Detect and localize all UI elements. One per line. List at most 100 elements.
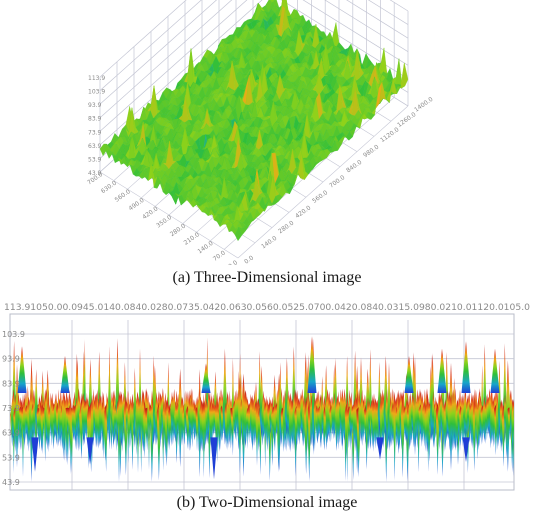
surface-spike	[360, 389, 364, 447]
y-tick-label: 420.0	[294, 204, 312, 220]
surface-plot-2d: 113.91050.00.0945.0140.0840.0280.0735.04…	[2, 303, 530, 491]
surface-spike	[431, 391, 435, 436]
surface-spike	[205, 398, 208, 441]
z-tick-label: 93.9	[88, 102, 102, 109]
surface-spike	[416, 393, 420, 438]
surface-spike	[179, 396, 185, 446]
surface-plot-3d: 113.9103.993.983.973.963.953.943.90.070.…	[86, 0, 434, 265]
surface-spike	[439, 392, 443, 433]
caption-b: (b) Two-Dimensional image	[176, 494, 358, 511]
surface-spike	[463, 389, 468, 437]
surface-spike	[139, 392, 142, 447]
surface-spike	[265, 395, 269, 446]
surface-spike	[94, 397, 98, 448]
y-tick-label: 93.9	[2, 355, 20, 364]
surface-spike	[129, 395, 132, 448]
z-tick-label: 43.9	[88, 170, 102, 177]
y-tick-label: 43.9	[2, 478, 20, 487]
surface-spike	[389, 396, 392, 443]
surface-spike	[220, 405, 224, 441]
surface-spike	[269, 399, 273, 434]
x-tick-label: 630.0	[100, 179, 118, 195]
surface-spike	[280, 407, 284, 448]
surface-spike	[286, 389, 290, 435]
surface-spike	[64, 389, 69, 463]
wall-grid-line	[99, 0, 409, 132]
wall-grid-line	[99, 0, 409, 91]
y-tick-label: 0.0	[243, 254, 255, 265]
y-tick-label: 83.9	[2, 379, 20, 388]
x-tick-label: 560.0	[114, 188, 132, 204]
surface-spike	[513, 405, 514, 419]
surface-spike	[342, 388, 347, 443]
y-tick-label: 700.0	[328, 174, 346, 190]
surface-spike	[331, 396, 335, 435]
surface-spike	[98, 394, 103, 445]
surface-spike	[90, 394, 94, 463]
surface-trough	[86, 437, 94, 465]
x-tick-label: 210.0	[183, 231, 201, 247]
surface-spike	[234, 390, 238, 435]
surface-spike	[218, 388, 222, 439]
surface-spike	[333, 392, 337, 439]
surface-peak	[490, 348, 500, 393]
surface-spike	[133, 367, 137, 443]
x-tick-labels: 113.91050.00.0945.0140.0840.0280.0735.04…	[4, 303, 530, 313]
surface-spike	[77, 391, 80, 435]
surface-trough	[376, 437, 384, 460]
surface-spike	[178, 368, 183, 467]
wall-grid-line	[99, 0, 409, 146]
surface-spike	[441, 397, 444, 443]
surface-spike	[412, 392, 416, 448]
y-tick-label: 63.9	[2, 429, 20, 438]
surface-mesh	[10, 336, 514, 482]
surface-spike	[393, 391, 397, 481]
surface-spike	[313, 396, 317, 452]
surface-peak	[17, 346, 27, 393]
wall-grid-line	[99, 0, 409, 78]
surface-spike	[292, 389, 296, 446]
y-tick-label: 73.9	[2, 404, 20, 413]
surface-spike	[470, 394, 475, 449]
surface-spike	[57, 398, 62, 443]
surface-spike	[240, 398, 243, 435]
y-tick-label: 280.0	[277, 220, 295, 236]
surface-mesh	[99, 0, 409, 242]
surface-spike	[406, 406, 410, 443]
surface-trough	[210, 437, 218, 480]
surface-spike	[48, 404, 51, 448]
surface-spike	[278, 362, 282, 447]
x-tick-label: 140.0	[196, 240, 214, 256]
y-tick-label: 980.0	[362, 144, 380, 160]
y-tick-labels: 103.9 93.9 83.9 73.9 63.9 53.9 43.9	[2, 330, 25, 487]
surface-spike	[337, 391, 340, 450]
surface-spike	[108, 345, 111, 450]
surface-spike	[503, 394, 507, 434]
surface-spike	[488, 390, 491, 434]
surface-spike	[166, 400, 169, 444]
surface-spike	[17, 394, 21, 437]
surface-spike	[28, 388, 34, 447]
surface-spike	[399, 391, 403, 441]
z-tick-label: 53.9	[88, 156, 102, 163]
surface-spike	[323, 406, 326, 451]
wall-grid-line	[99, 0, 409, 105]
surface-spike	[85, 396, 89, 439]
surface-spike	[511, 398, 514, 451]
surface-spike	[453, 388, 458, 451]
surface-spike	[300, 388, 305, 436]
z-tick-label: 63.9	[88, 143, 102, 150]
x-tick-label: 70.0	[212, 249, 227, 263]
surface-spike	[358, 394, 361, 443]
surface-spike	[148, 405, 152, 433]
y-tick-label: 840.0	[345, 159, 363, 175]
surface-spike	[461, 393, 464, 447]
surface-spike	[451, 389, 455, 450]
surface-spike	[174, 401, 178, 442]
x-tick-label: 420.0	[141, 205, 159, 221]
surface-spike	[183, 390, 187, 436]
surface-spike	[63, 395, 66, 448]
x-tick-label: 0.0	[227, 259, 239, 265]
surface-spike	[321, 395, 325, 436]
